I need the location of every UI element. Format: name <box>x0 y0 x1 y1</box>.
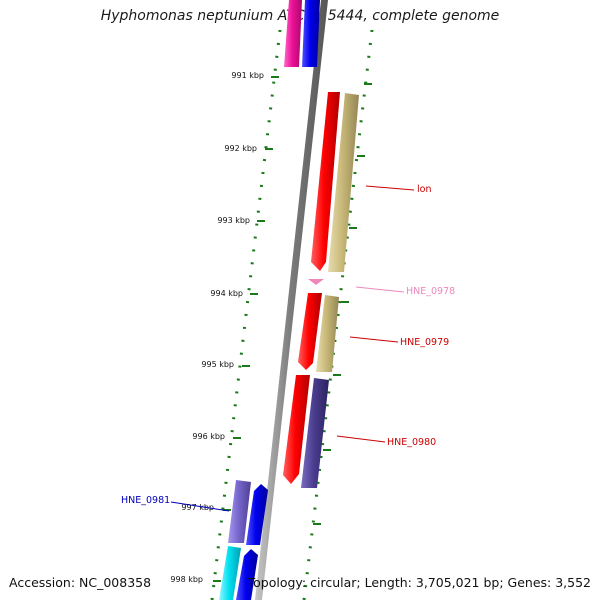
kbp-label: 997 kbp <box>181 503 214 512</box>
track-boundary-left <box>210 29 282 600</box>
gene-arrow-hne-0978[interactable] <box>308 279 324 285</box>
gene-label-hne-0981[interactable]: HNE_0981 <box>121 495 170 506</box>
gene-labels: lon HNE_0978 HNE_0979 HNE_0980 HNE_0981 <box>121 184 455 506</box>
gene-arrow-lon[interactable] <box>311 92 340 271</box>
kbp-label: 991 kbp <box>231 71 264 80</box>
gene-label-lon[interactable]: lon <box>417 184 431 195</box>
kbp-label: 993 kbp <box>217 216 250 225</box>
kbp-label: 992 kbp <box>224 144 257 153</box>
gene-label-hne-0979[interactable]: HNE_0979 <box>400 337 449 348</box>
topology-text: Topology: circular; Length: 3,705,021 bp… <box>247 575 591 590</box>
gene-arrow-hne-0981-product[interactable] <box>246 484 268 545</box>
gene-arrow-hne-0980[interactable] <box>283 375 310 484</box>
leader-hne-0980 <box>336 435 386 443</box>
gene-arrow-hne-0979[interactable] <box>298 293 322 370</box>
kbp-label: 998 kbp <box>170 575 203 584</box>
label-leaders <box>170 185 415 512</box>
right-track-ticks <box>313 83 372 525</box>
leader-hne-0978 <box>355 286 405 293</box>
leader-hne-0981 <box>170 501 230 512</box>
gene-arrow-blue-top[interactable] <box>302 0 320 67</box>
gene-arrow-cyan-bottom[interactable] <box>219 546 241 600</box>
gene-arrow-blue-bottom[interactable] <box>236 549 258 600</box>
kbp-label: 996 kbp <box>192 432 225 441</box>
leader-lon <box>365 185 415 191</box>
gene-arrow-hne-0980-product[interactable] <box>301 378 329 488</box>
kbp-label: 995 kbp <box>201 360 234 369</box>
leader-hne-0979 <box>349 336 399 343</box>
gene-label-hne-0978[interactable]: HNE_0978 <box>406 286 455 297</box>
track-boundary-right <box>302 29 374 600</box>
ruler-labels: 991 kbp 992 kbp 993 kbp 994 kbp 995 kbp … <box>170 71 264 584</box>
gene-features <box>219 0 359 600</box>
gene-arrow-magenta-top[interactable] <box>284 0 302 67</box>
gene-label-hne-0980[interactable]: HNE_0980 <box>387 437 436 448</box>
gene-arrow-lon-product[interactable] <box>328 93 359 272</box>
kbp-label: 994 kbp <box>210 289 243 298</box>
gene-arrow-hne-0981[interactable] <box>228 480 251 543</box>
accession-text: Accession: NC_008358 <box>9 575 152 590</box>
gene-arrow-hne-0979-product[interactable] <box>316 295 339 372</box>
genome-axis <box>255 0 328 600</box>
